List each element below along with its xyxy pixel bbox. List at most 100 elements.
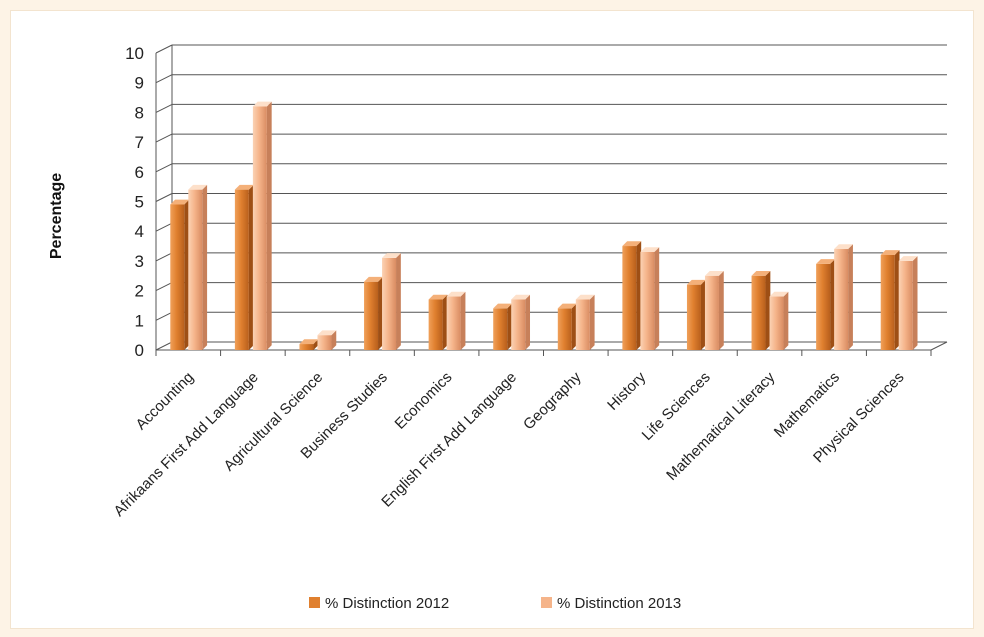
bar-2013 (382, 253, 401, 350)
bar-2012 (364, 276, 383, 350)
bar-front (640, 251, 655, 350)
bar-top (751, 270, 771, 276)
bar-top (880, 250, 900, 255)
bar-front (446, 296, 461, 350)
x-tick-label: Accounting (133, 369, 198, 434)
bar-front (834, 249, 849, 350)
bar-side (331, 330, 337, 350)
gridline-side (155, 133, 173, 143)
bar-side (184, 199, 190, 350)
floor-edge (930, 341, 948, 351)
bar-front (686, 284, 701, 350)
bar-2013 (640, 247, 660, 350)
bar-front (252, 106, 267, 351)
bar-2013 (769, 291, 789, 350)
bar-top (493, 303, 513, 309)
bar-side (396, 253, 401, 350)
gridline-side (155, 163, 173, 173)
bar-top (557, 303, 577, 309)
bar-top (252, 101, 272, 107)
bar-side (442, 294, 448, 350)
y-tick-label: 4 (135, 222, 144, 241)
bar-top (364, 276, 383, 282)
bar-front (816, 263, 831, 350)
bar-2012 (299, 339, 319, 350)
bar-side (783, 291, 789, 350)
bar-2013 (446, 291, 466, 350)
legend-label: % Distinction 2013 (557, 595, 681, 612)
bar-top (234, 184, 254, 190)
bar-side (202, 184, 208, 350)
bar-2013 (834, 244, 853, 350)
gridline-side (155, 103, 173, 113)
bar-front (428, 299, 443, 350)
bar-side (718, 270, 724, 350)
y-tick-label: 10 (125, 44, 144, 63)
bar-2013 (704, 270, 724, 350)
bar-2013 (575, 294, 595, 350)
bar-top (769, 291, 789, 297)
bar-2012 (686, 279, 706, 350)
grid-layer (155, 44, 948, 356)
x-tick-label: Mathematical Literacy (663, 368, 779, 484)
y-tick-label: 0 (135, 341, 144, 360)
x-tick-label: Mathematics (771, 369, 843, 441)
bar-side (765, 270, 771, 350)
bar-2012 (428, 294, 448, 350)
bar-2013 (188, 184, 208, 350)
x-tick-label: History (604, 368, 649, 413)
y-tick-label: 8 (135, 103, 144, 122)
bar-2012 (816, 259, 835, 350)
bar-side (589, 294, 595, 350)
legend-swatch (309, 597, 320, 608)
bar-2012 (493, 303, 513, 350)
chart-frame: 0 1 2 3 4 5 6 7 8 9 10 Accounting Afrikaans First Ad… (10, 10, 974, 629)
bar-side (636, 241, 642, 350)
bar-side (848, 244, 853, 350)
bar-2013 (898, 256, 918, 350)
bar-front (170, 204, 185, 350)
bar-top (446, 291, 466, 297)
bar-side (654, 247, 660, 350)
bar-side (266, 101, 272, 350)
bar-front (575, 299, 590, 350)
bar-top (428, 294, 448, 300)
bar-front (364, 281, 379, 350)
bar-top (382, 253, 401, 258)
bar-front (317, 335, 332, 350)
bar-front (234, 189, 249, 350)
bar-front (557, 308, 572, 350)
bar-top (704, 270, 724, 276)
y-tick-label: 6 (135, 163, 144, 182)
bar-side (571, 303, 577, 350)
bar-2013 (317, 330, 337, 350)
bar-front (382, 257, 397, 350)
bar-top (834, 244, 853, 250)
y-tick-label: 2 (135, 282, 144, 301)
y-tick-label: 9 (135, 74, 144, 93)
bar-top (898, 256, 918, 261)
legend: % Distinction 2012 % Distinction 2013 (309, 595, 681, 612)
gridline-side (155, 222, 173, 232)
bar-layer (170, 101, 918, 351)
bar-side (378, 276, 383, 350)
bar-front (751, 275, 766, 350)
x-tick-label: English First Add Language (378, 369, 520, 511)
x-tick-label: Geography (520, 368, 585, 433)
bar-side (507, 303, 513, 350)
bar-front (704, 275, 719, 350)
gridline-side (155, 74, 173, 84)
legend-swatch (541, 597, 552, 608)
bar-2013 (252, 101, 272, 351)
bar-2012 (880, 250, 900, 350)
bar-side (313, 339, 319, 350)
bar-top (816, 259, 835, 264)
bar-top (170, 199, 190, 205)
bar-side (460, 291, 466, 350)
bar-top (299, 339, 319, 345)
y-tick-label: 5 (135, 193, 144, 212)
gridline-side (155, 341, 173, 351)
y-tick-label: 7 (135, 133, 144, 152)
